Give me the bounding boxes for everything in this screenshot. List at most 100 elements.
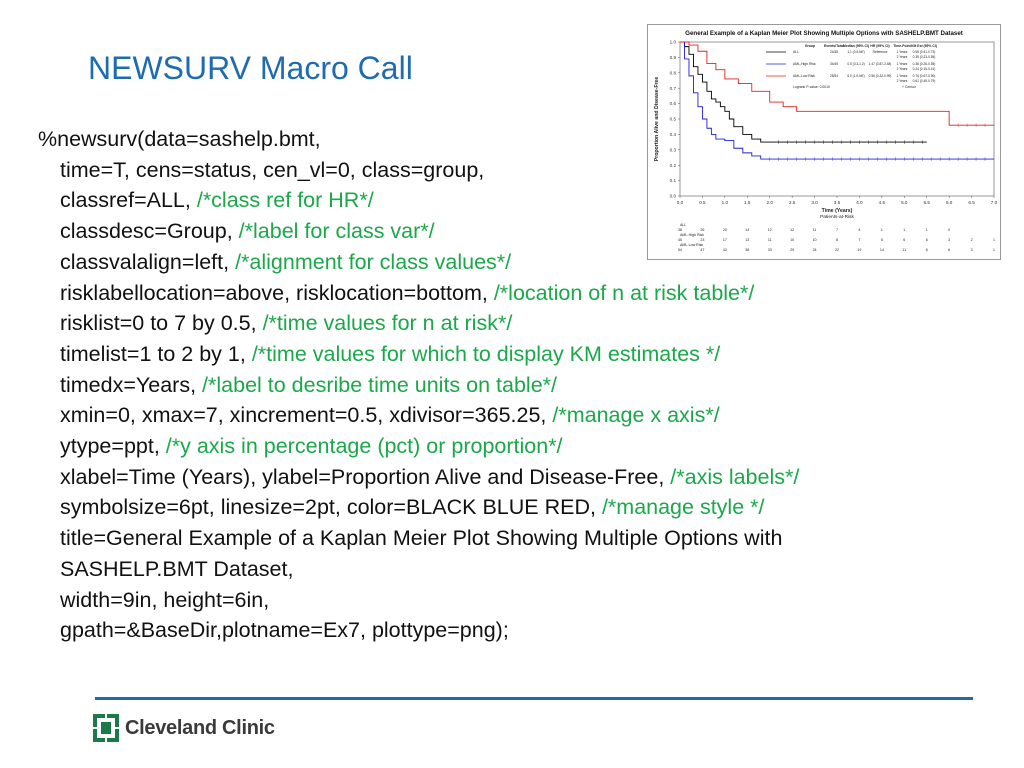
x-tick-label: 6.0 (946, 200, 953, 205)
code-line: xmin=0, xmax=7, xincrement=0.5, xdivisor… (38, 400, 799, 431)
stats-header: KM Est (95% CI) (911, 44, 937, 48)
code-text: title=General Example of a Kaplan Meier … (60, 526, 783, 551)
risk-count: 3 (948, 238, 950, 242)
risk-group-label: AML-Low Risk (680, 243, 703, 247)
risk-count: 0 (948, 228, 950, 232)
risk-count: 1 (926, 228, 928, 232)
y-tick-label: 1.0 (670, 40, 677, 45)
risk-count: 6 (926, 238, 928, 242)
x-tick-label: 2.0 (767, 200, 774, 205)
risk-count: 2 (971, 238, 973, 242)
code-line: classvalalign=left, /*alignment for clas… (38, 247, 799, 278)
risk-count: 47 (700, 248, 704, 252)
code-comment: /*manage style */ (601, 495, 765, 520)
risk-count: 1 (881, 228, 883, 232)
x-axis-label: Time (Years) (822, 208, 853, 214)
risk-count: 19 (857, 248, 861, 252)
risk-count: 54 (678, 248, 682, 252)
hazard-ratio: Reference (873, 50, 888, 54)
risk-count: 36 (745, 248, 749, 252)
time-point: 1 Years (897, 50, 908, 54)
risk-count: 11 (813, 228, 817, 232)
code-comment: /*label to desribe time units on table*/ (202, 372, 557, 397)
x-tick-label: 6.5 (968, 200, 975, 205)
x-tick-label: 3.0 (811, 200, 818, 205)
time-point: 2 Years (897, 67, 908, 71)
code-line: symbolsize=6pt, linesize=2pt, color=BLAC… (38, 492, 799, 523)
code-comment: /*label for class var*/ (238, 219, 435, 244)
hazard-ratio: 0.56 (0.32-0.99) (869, 74, 892, 78)
code-line: %newsurv(data=sashelp.bmt, (38, 124, 799, 155)
plot-title: General Example of a Kaplan Meier Plot S… (685, 30, 963, 37)
code-text: timedx=Years, (60, 372, 203, 397)
code-comment: /*y axis in percentage (pct) or proporti… (165, 434, 563, 459)
code-text: classref=ALL, (60, 188, 197, 213)
code-comment: /*time values for which to display KM es… (251, 341, 721, 366)
y-tick-label: 0.9 (670, 55, 677, 60)
stats-header: Group (805, 44, 815, 48)
code-line: time=T, cens=status, cen_vl=0, class=gro… (38, 155, 799, 186)
code-line: timelist=1 to 2 by 1, /*time values for … (38, 339, 799, 370)
risk-count: 14 (880, 248, 884, 252)
median-ci: 1.1 (0.5-NE) (847, 50, 864, 54)
risk-count: 12 (790, 228, 794, 232)
x-tick-label: 2.5 (789, 200, 796, 205)
code-comment: /*class ref for HR*/ (196, 188, 374, 213)
y-tick-label: 0.2 (670, 163, 677, 168)
km-curve-aml-low-risk (680, 41, 994, 126)
x-tick-label: 1.0 (722, 200, 729, 205)
events-total: 24/38 (830, 50, 838, 54)
median-ci: 6.0 (1.9-NE) (847, 74, 864, 78)
risk-count: 13 (745, 238, 749, 242)
risk-count: 20 (723, 228, 727, 232)
code-text: classvalalign=left, (60, 249, 236, 274)
x-tick-label: 4.5 (879, 200, 886, 205)
risk-count: 10 (813, 238, 817, 242)
y-tick-label: 0.0 (670, 194, 677, 199)
risk-count: 1 (903, 228, 905, 232)
legend-group-label: AML-Low Risk (793, 74, 815, 78)
x-tick-label: 0.5 (699, 200, 706, 205)
logo-text: Cleveland Clinic (125, 716, 275, 739)
code-line: risklist=0 to 7 by 0.5, /*time values fo… (38, 308, 799, 339)
hazard-ratio: 1.47 (0.87-2.48) (869, 62, 892, 66)
km-plot-svg: General Example of a Kaplan Meier Plot S… (654, 30, 998, 252)
code-text: symbolsize=6pt, linesize=2pt, color=BLAC… (60, 495, 602, 520)
x-tick-label: 5.0 (901, 200, 908, 205)
code-line: width=9in, height=6in, (38, 585, 799, 616)
macro-code-block: %newsurv(data=sashelp.bmt, time=T, cens=s… (38, 124, 799, 646)
y-tick-label: 0.6 (670, 101, 677, 106)
code-comment: /*alignment for class values*/ (235, 249, 512, 274)
time-point: 1 Years (897, 74, 908, 78)
code-text: classdesc=Group, (60, 219, 239, 244)
stats-header: Median (95% CI) (843, 44, 869, 48)
km-estimate: 0.36 (0.26-0.55) (913, 62, 936, 66)
km-estimate: 0.35 (0.23-0.55) (913, 55, 936, 59)
risk-count: 24 (813, 248, 817, 252)
km-estimate: 0.61 (0.49-0.79) (913, 79, 936, 83)
risk-group-label: ALL (680, 223, 686, 227)
events-total: 34/45 (830, 62, 838, 66)
code-line: classdesc=Group, /*label for class var*/ (38, 216, 799, 247)
risk-count: 1 (993, 248, 995, 252)
code-line: SASHELP.BMT Dataset, (38, 554, 799, 585)
code-text: xmin=0, xmax=7, xincrement=0.5, xdivisor… (60, 403, 553, 428)
stats-header: Events/Total (824, 44, 844, 48)
x-tick-label: 3.5 (834, 200, 841, 205)
risk-count: 14 (745, 228, 749, 232)
risk-count: 23 (700, 238, 704, 242)
km-curve-all (680, 41, 927, 143)
risk-count: 7 (858, 238, 860, 242)
code-comment: /*axis labels*/ (670, 464, 800, 489)
code-comment: /*time values for n at risk*/ (262, 311, 513, 336)
cleveland-clinic-logo-icon (93, 714, 119, 742)
time-point: 2 Years (897, 79, 908, 83)
km-estimate: 0.76 (0.67-0.90) (913, 74, 936, 78)
risk-count: 3 (971, 248, 973, 252)
risk-count: 4 (858, 228, 860, 232)
risk-count: 6 (903, 238, 905, 242)
km-plot-figure: General Example of a Kaplan Meier Plot S… (647, 24, 1001, 260)
y-tick-label: 0.1 (670, 178, 677, 183)
y-tick-label: 0.7 (670, 86, 677, 91)
x-tick-label: 0.0 (677, 200, 684, 205)
